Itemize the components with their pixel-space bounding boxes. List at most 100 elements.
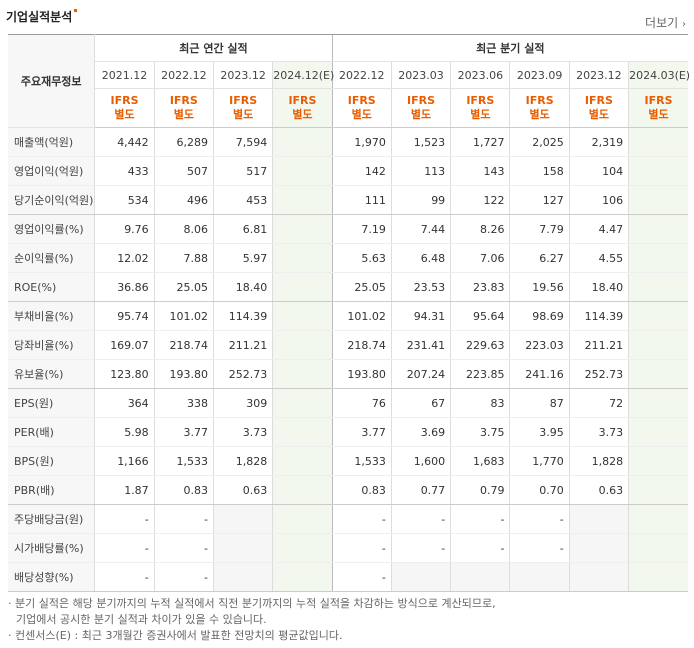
table-cell (272, 388, 333, 418)
table-cell: 114.39 (212, 301, 273, 331)
basis-type: 별도 (114, 108, 135, 121)
table-cell: 211.21 (212, 330, 273, 360)
table-cell: 95.74 (94, 301, 155, 331)
corner-label: 주요재무정보 (8, 34, 96, 128)
table-cell (568, 504, 629, 534)
table-cell: 1,770 (509, 446, 570, 476)
table-cell (212, 533, 273, 563)
table-cell (272, 475, 333, 505)
row-label: ROE(%) (8, 272, 96, 302)
table-cell: 94.31 (390, 301, 451, 331)
table-row: BPS(원) 1,166 1,533 1,828 1,533 1,600 1,683 1,77… (8, 446, 688, 476)
chevron-right-icon: › (682, 19, 686, 30)
period-header: 2021.12 (94, 61, 155, 89)
table-cell (450, 562, 510, 592)
table-cell: 18.40 (212, 272, 273, 302)
table-cell: 496 (153, 185, 214, 215)
basis-standard: IFRS (525, 94, 554, 107)
table-cell: 7.44 (390, 214, 451, 244)
table-cell: 142 (331, 156, 392, 186)
table-cell: 36.86 (94, 272, 155, 302)
table-cell: 229.63 (450, 330, 510, 360)
row-label: 영업이익(억원) (8, 156, 96, 186)
table-cell: - (509, 533, 570, 563)
table-cell (628, 417, 688, 447)
table-cell: 8.06 (153, 214, 214, 244)
basis-header: IFRS 별도 (94, 88, 155, 128)
basis-standard: IFRS (169, 94, 198, 107)
table-cell: 1,600 (390, 446, 451, 476)
table-cell: 517 (212, 156, 273, 186)
table-cell (628, 562, 688, 592)
table-cell: 7.06 (450, 243, 510, 273)
more-link[interactable]: 더보기 › (645, 14, 686, 31)
table-cell: 25.05 (331, 272, 392, 302)
table-cell: 534 (94, 185, 155, 215)
table-cell: 23.53 (390, 272, 451, 302)
basis-header: IFRS 별도 (212, 88, 273, 128)
table-cell (272, 301, 333, 331)
table-cell (272, 359, 333, 389)
table-cell: 1,970 (331, 127, 392, 157)
table-cell: - (153, 562, 214, 592)
table-cell (628, 243, 688, 273)
table-cell: 1,533 (331, 446, 392, 476)
table-cell: 0.83 (331, 475, 392, 505)
basis-header: IFRS 별도 (509, 88, 570, 128)
table-cell: 76 (331, 388, 392, 418)
table-cell: 207.24 (390, 359, 451, 389)
table-cell: 241.16 (509, 359, 570, 389)
basis-standard: IFRS (466, 94, 495, 107)
table-cell (272, 214, 333, 244)
table-cell (628, 127, 688, 157)
table-row: 시가배당률(%) - - - - - - (8, 533, 688, 563)
basis-standard: IFRS (288, 94, 317, 107)
table-cell: 99 (390, 185, 451, 215)
table-cell: 87 (509, 388, 570, 418)
table-cell: 9.76 (94, 214, 155, 244)
table-row: 부채비율(%) 95.74 101.02 114.39 101.02 94.31 95.64… (8, 301, 688, 331)
table-cell (568, 562, 629, 592)
table-row: 유보율(%) 123.80 193.80 252.73 193.80 207.24 223.… (8, 359, 688, 389)
table-row: 매출액(억원) 4,442 6,289 7,594 1,970 1,523 1,727 2,0… (8, 127, 688, 157)
table-cell (272, 533, 333, 563)
table-row: PBR(배) 1.87 0.83 0.63 0.83 0.77 0.79 0.70 0.63 (8, 475, 688, 505)
row-label: 당기순이익(억원) (8, 185, 96, 215)
table-cell: - (390, 504, 451, 534)
basis-standard: IFRS (644, 94, 673, 107)
table-cell: - (331, 562, 392, 592)
row-label: 시가배당률(%) (8, 533, 96, 563)
table-cell (272, 417, 333, 447)
basis-type: 별도 (648, 108, 669, 121)
table-cell (272, 330, 333, 360)
table-cell: 0.70 (509, 475, 570, 505)
table-cell (272, 446, 333, 476)
period-header: 2023.12 (568, 61, 629, 89)
table-cell: - (94, 533, 155, 563)
table-cell: 111 (331, 185, 392, 215)
table-cell (628, 359, 688, 389)
table-cell: 193.80 (153, 359, 214, 389)
table-cell: 8.26 (450, 214, 510, 244)
table-cell: - (390, 533, 451, 563)
row-label: 매출액(억원) (8, 127, 96, 157)
table-cell: 114.39 (568, 301, 629, 331)
table-cell: 3.73 (568, 417, 629, 447)
row-label: BPS(원) (8, 446, 96, 476)
table-cell: 6.27 (509, 243, 570, 273)
table-cell (628, 330, 688, 360)
table-cell: 7.19 (331, 214, 392, 244)
basis-type: 별도 (173, 108, 194, 121)
table-cell: 252.73 (568, 359, 629, 389)
table-cell: 0.63 (568, 475, 629, 505)
table-cell (272, 243, 333, 273)
table-row: EPS(원) 364 338 309 76 67 83 87 72 (8, 388, 688, 418)
table-cell: 101.02 (331, 301, 392, 331)
basis-type: 별도 (588, 108, 610, 121)
table-cell: - (450, 533, 510, 563)
table-cell: 143 (450, 156, 510, 186)
row-label: 영업이익률(%) (8, 214, 96, 244)
table-cell: 4.47 (568, 214, 629, 244)
table-cell (568, 533, 629, 563)
table-cell: - (153, 504, 214, 534)
